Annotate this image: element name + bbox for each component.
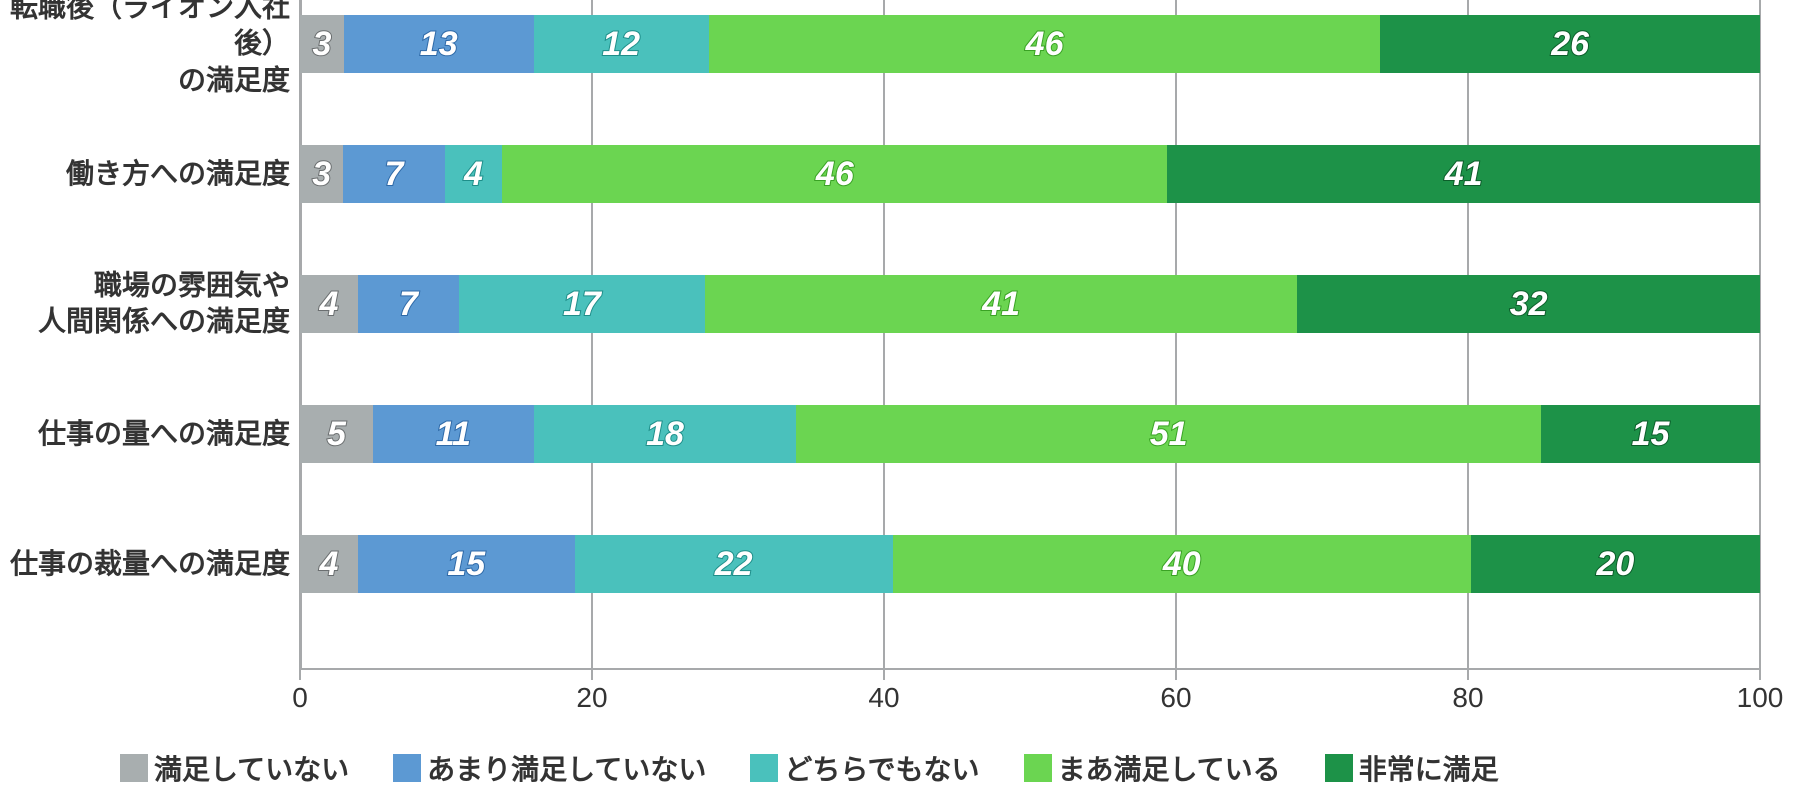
- segment-value-label: 7: [399, 287, 418, 321]
- x-tick-label: 0: [292, 682, 308, 714]
- bar-row: 5 11 18 51 15: [300, 405, 1760, 463]
- satisfaction-stacked-bar-chart: 3 13 12 46 26 3 7 4 46 41 4 7 17 41 32 5 11 18 51 15 4 15 22 40…: [0, 0, 1800, 800]
- segment-value-label: 26: [1551, 27, 1589, 61]
- category-label: 仕事の裁量への満足度: [0, 546, 290, 582]
- x-axis-tick: [1759, 670, 1761, 680]
- bar-row: 4 7 17 41 32: [300, 275, 1760, 333]
- bar-segment: 46: [502, 145, 1167, 203]
- legend-swatch: [1325, 754, 1353, 782]
- bar-row: 4 15 22 40 20: [300, 535, 1760, 593]
- x-tick-label: 40: [868, 682, 899, 714]
- segment-value-label: 41: [1445, 157, 1483, 191]
- bar-segment: 40: [893, 535, 1471, 593]
- segment-value-label: 3: [312, 157, 331, 191]
- segment-value-label: 18: [646, 417, 684, 451]
- legend-item: まあ満足している: [1024, 748, 1281, 788]
- segment-value-label: 4: [464, 157, 483, 191]
- bar-segment: 46: [709, 15, 1381, 73]
- x-tick-label: 80: [1452, 682, 1483, 714]
- category-label: 職場の雰囲気や人間関係への満足度: [0, 268, 290, 341]
- category-label: 働き方への満足度: [0, 156, 290, 192]
- segment-value-label: 32: [1510, 287, 1548, 321]
- bar-segment: 7: [358, 275, 459, 333]
- segment-value-label: 40: [1163, 547, 1201, 581]
- bar-segment: 15: [1541, 405, 1760, 463]
- legend-label: 非常に満足: [1359, 748, 1499, 788]
- x-tick-label: 100: [1737, 682, 1784, 714]
- segment-value-label: 46: [1026, 27, 1064, 61]
- legend-swatch: [1024, 754, 1052, 782]
- legend-label: まあ満足している: [1058, 748, 1281, 788]
- segment-value-label: 4: [319, 287, 338, 321]
- bar-segment: 17: [459, 275, 705, 333]
- segment-value-label: 22: [715, 547, 753, 581]
- bar-segment: 41: [1167, 145, 1760, 203]
- bar-segment: 51: [796, 405, 1541, 463]
- legend-swatch: [120, 754, 148, 782]
- bar-segment: 4: [300, 275, 358, 333]
- bar-segment: 3: [300, 15, 344, 73]
- bar-row: 3 7 4 46 41: [300, 145, 1760, 203]
- x-tick-label: 20: [576, 682, 607, 714]
- bar-segment: 18: [534, 405, 797, 463]
- segment-value-label: 4: [319, 547, 338, 581]
- bar-segment: 4: [300, 535, 358, 593]
- x-axis-tick: [299, 670, 301, 680]
- bar-segment: 11: [373, 405, 534, 463]
- x-axis-unit: （%）: [1788, 682, 1800, 722]
- segment-value-label: 11: [436, 417, 471, 451]
- bar-segment: 15: [358, 535, 575, 593]
- bar-segment: 5: [300, 405, 373, 463]
- x-axis-line: [300, 668, 1760, 670]
- segment-value-label: 12: [602, 27, 640, 61]
- legend-label: あまり満足していない: [427, 748, 706, 788]
- segment-value-label: 13: [420, 27, 458, 61]
- bar-segment: 3: [300, 145, 343, 203]
- bar-segment: 13: [344, 15, 534, 73]
- segment-value-label: 15: [447, 547, 485, 581]
- legend-label: どちらでもない: [784, 748, 979, 788]
- legend-item: 非常に満足: [1325, 748, 1499, 788]
- segment-value-label: 20: [1596, 547, 1634, 581]
- x-axis-tick: [1175, 670, 1177, 680]
- category-label: 仕事の量への満足度: [0, 416, 290, 452]
- bar-segment: 22: [575, 535, 893, 593]
- legend-label: 満足していない: [154, 748, 349, 788]
- legend-swatch: [393, 754, 421, 782]
- bar-segment: 26: [1380, 15, 1760, 73]
- legend-item: あまり満足していない: [393, 748, 706, 788]
- x-axis-tick: [591, 670, 593, 680]
- legend-swatch: [750, 754, 778, 782]
- segment-value-label: 51: [1150, 417, 1188, 451]
- segment-value-label: 3: [312, 27, 331, 61]
- plot-area: 3 13 12 46 26 3 7 4 46 41 4 7 17 41 32 5 11 18 51 15 4 15 22 40…: [300, 0, 1760, 670]
- bar-segment: 32: [1297, 275, 1760, 333]
- legend-item: どちらでもない: [750, 748, 979, 788]
- legend: 満足していない あまり満足していない どちらでもない まあ満足している 非常に満足: [120, 748, 1499, 788]
- x-axis-tick: [883, 670, 885, 680]
- bar-segment: 12: [534, 15, 709, 73]
- category-label: 転職後（ライオン入社後）の満足度: [0, 0, 290, 99]
- segment-value-label: 5: [327, 417, 346, 451]
- bar-segment: 7: [343, 145, 444, 203]
- x-tick-label: 60: [1160, 682, 1191, 714]
- bar-segment: 4: [445, 145, 503, 203]
- segment-value-label: 15: [1632, 417, 1670, 451]
- bar-segment: 20: [1471, 535, 1760, 593]
- x-axis-tick: [1467, 670, 1469, 680]
- segment-value-label: 46: [816, 157, 854, 191]
- bar-segment: 41: [705, 275, 1298, 333]
- segment-value-label: 41: [982, 287, 1020, 321]
- segment-value-label: 17: [563, 287, 601, 321]
- legend-item: 満足していない: [120, 748, 349, 788]
- bar-row: 3 13 12 46 26: [300, 15, 1760, 73]
- segment-value-label: 7: [384, 157, 403, 191]
